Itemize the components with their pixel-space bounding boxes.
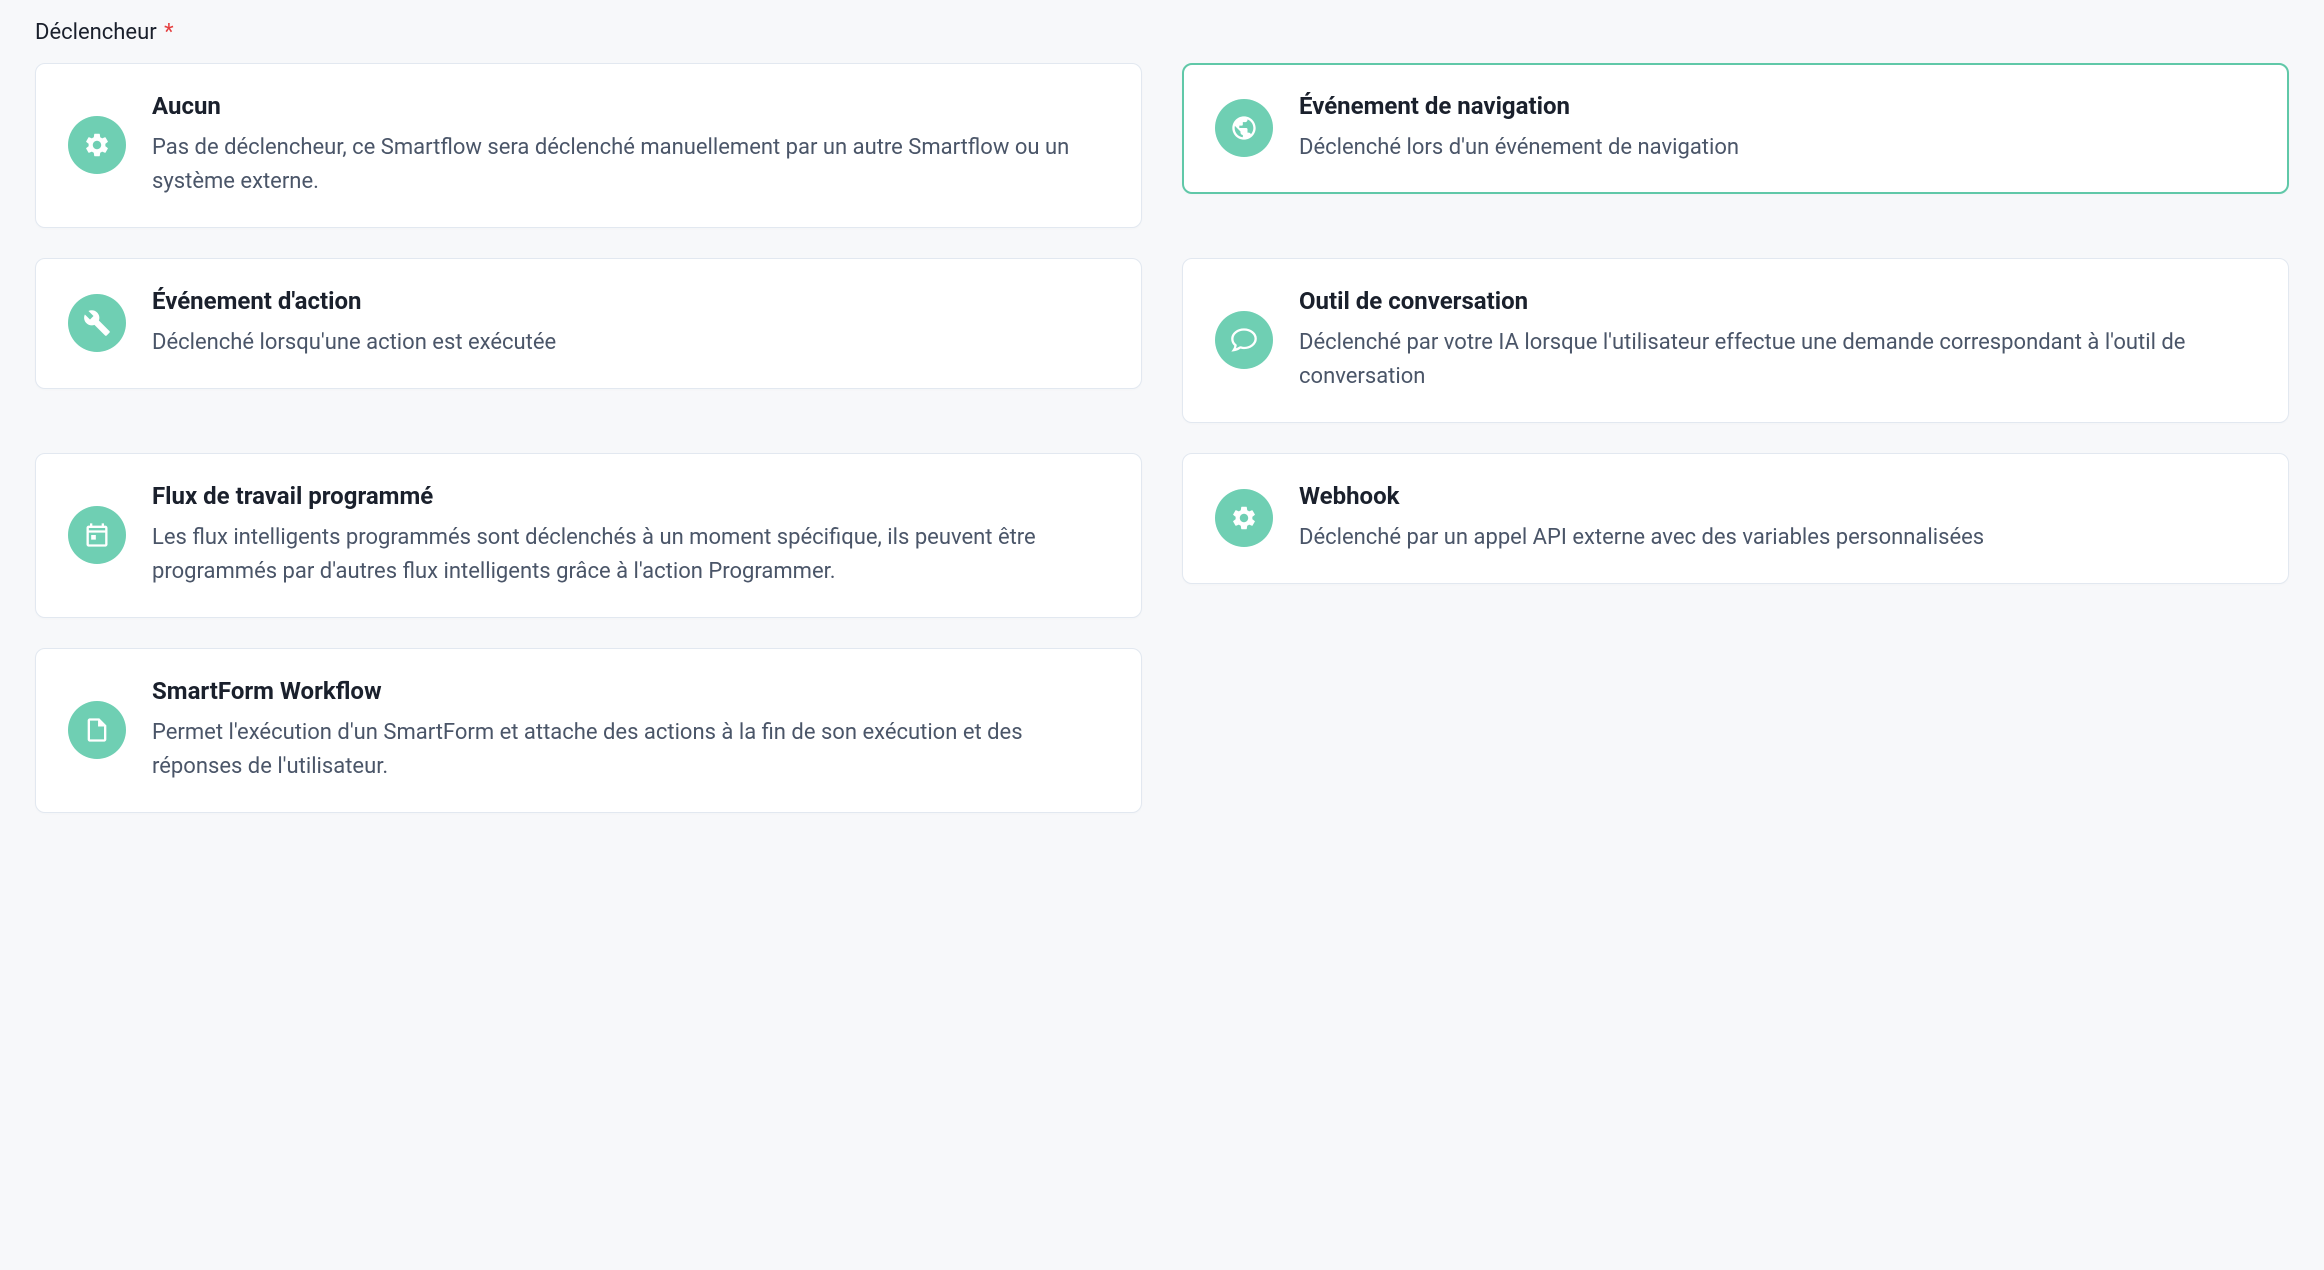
card-title: Événement de navigation bbox=[1299, 92, 1739, 121]
card-text: Événement de navigation Déclenché lors d… bbox=[1299, 92, 1739, 165]
card-title: Webhook bbox=[1299, 482, 1984, 511]
card-description: Déclenché par votre IA lorsque l'utilisa… bbox=[1299, 326, 2256, 394]
trigger-card-scheduled[interactable]: Flux de travail programmé Les flux intel… bbox=[35, 453, 1142, 618]
trigger-card-webhook[interactable]: Webhook Déclenché par un appel API exter… bbox=[1182, 453, 2289, 584]
card-description: Les flux intelligents programmés sont dé… bbox=[152, 521, 1109, 589]
section-label: Déclencheur * bbox=[35, 20, 2289, 45]
trigger-card-action[interactable]: Événement d'action Déclenché lorsqu'une … bbox=[35, 258, 1142, 389]
card-description: Permet l'exécution d'un SmartForm et att… bbox=[152, 716, 1109, 784]
card-text: Aucun Pas de déclencheur, ce Smartflow s… bbox=[152, 92, 1109, 199]
card-text: Événement d'action Déclenché lorsqu'une … bbox=[152, 287, 556, 360]
card-description: Déclenché lorsqu'une action est exécutée bbox=[152, 326, 556, 360]
card-text: Webhook Déclenché par un appel API exter… bbox=[1299, 482, 1984, 555]
card-title: Flux de travail programmé bbox=[152, 482, 1109, 511]
card-title: Événement d'action bbox=[152, 287, 556, 316]
section-label-text: Déclencheur bbox=[35, 20, 157, 45]
document-icon bbox=[68, 701, 126, 759]
card-title: Aucun bbox=[152, 92, 1109, 121]
card-text: Flux de travail programmé Les flux intel… bbox=[152, 482, 1109, 589]
card-description: Déclenché lors d'un événement de navigat… bbox=[1299, 131, 1739, 165]
trigger-card-smartform[interactable]: SmartForm Workflow Permet l'exécution d'… bbox=[35, 648, 1142, 813]
card-text: SmartForm Workflow Permet l'exécution d'… bbox=[152, 677, 1109, 784]
calendar-icon bbox=[68, 506, 126, 564]
chat-icon bbox=[1215, 311, 1273, 369]
card-description: Déclenché par un appel API externe avec … bbox=[1299, 521, 1984, 555]
globe-icon bbox=[1215, 99, 1273, 157]
trigger-card-navigation[interactable]: Événement de navigation Déclenché lors d… bbox=[1182, 63, 2289, 194]
card-title: SmartForm Workflow bbox=[152, 677, 1109, 706]
card-description: Pas de déclencheur, ce Smartflow sera dé… bbox=[152, 131, 1109, 199]
required-asterisk: * bbox=[164, 20, 173, 45]
gear-icon bbox=[68, 116, 126, 174]
trigger-card-conversation[interactable]: Outil de conversation Déclenché par votr… bbox=[1182, 258, 2289, 423]
wrench-icon bbox=[68, 294, 126, 352]
gear-icon bbox=[1215, 489, 1273, 547]
card-text: Outil de conversation Déclenché par votr… bbox=[1299, 287, 2256, 394]
trigger-cards-grid: Aucun Pas de déclencheur, ce Smartflow s… bbox=[35, 63, 2289, 813]
trigger-card-none[interactable]: Aucun Pas de déclencheur, ce Smartflow s… bbox=[35, 63, 1142, 228]
card-title: Outil de conversation bbox=[1299, 287, 2256, 316]
